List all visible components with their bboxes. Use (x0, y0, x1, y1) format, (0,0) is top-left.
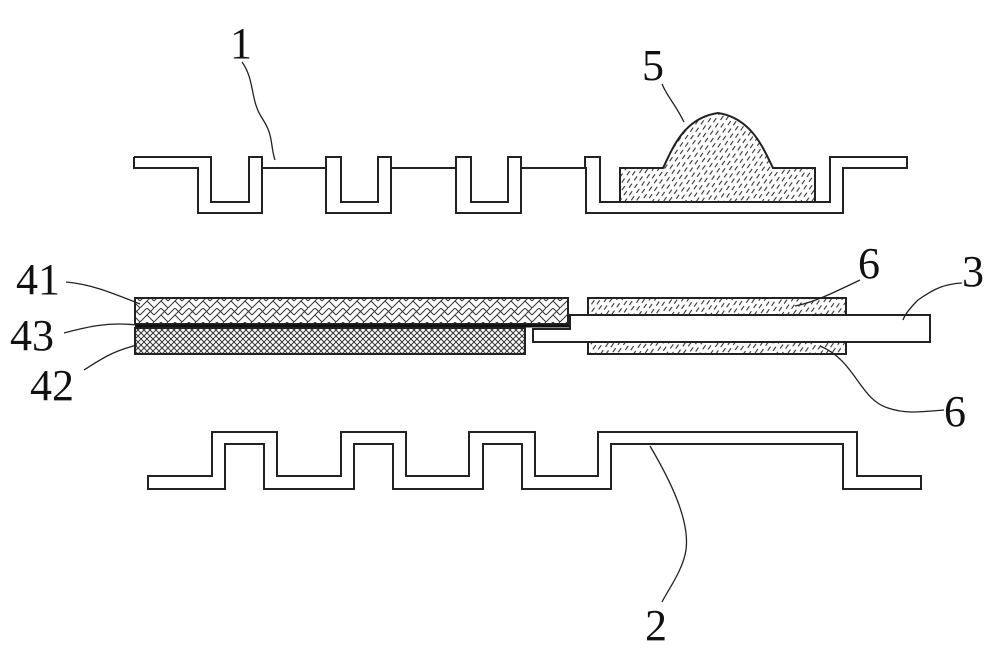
leader-1 (241, 61, 276, 161)
label-42: 42 (30, 361, 74, 410)
label-3: 3 (962, 247, 984, 296)
pad-6-top (587, 297, 847, 316)
layer-41 (134, 297, 569, 325)
leader-5 (661, 83, 685, 123)
leader-6-top (794, 279, 861, 307)
pad-6-bottom (587, 341, 847, 355)
label-6-bottom: 6 (944, 387, 966, 436)
lower-plate (147, 431, 922, 490)
layer-42 (134, 327, 526, 355)
bump-5 (619, 111, 816, 203)
label-2: 2 (645, 601, 667, 650)
strip-3 (532, 314, 931, 343)
leader-42 (83, 344, 138, 371)
label-41: 41 (16, 255, 60, 304)
label-43: 43 (10, 311, 54, 360)
leader-6-bottom (819, 345, 945, 413)
label-5: 5 (642, 41, 664, 90)
label-1: 1 (230, 19, 252, 68)
label-6-top: 6 (858, 239, 880, 288)
leader-3 (902, 282, 963, 321)
upper-plate (133, 156, 908, 214)
leader-43 (63, 323, 138, 334)
leader-41 (65, 281, 141, 305)
leader-2 (649, 445, 688, 603)
